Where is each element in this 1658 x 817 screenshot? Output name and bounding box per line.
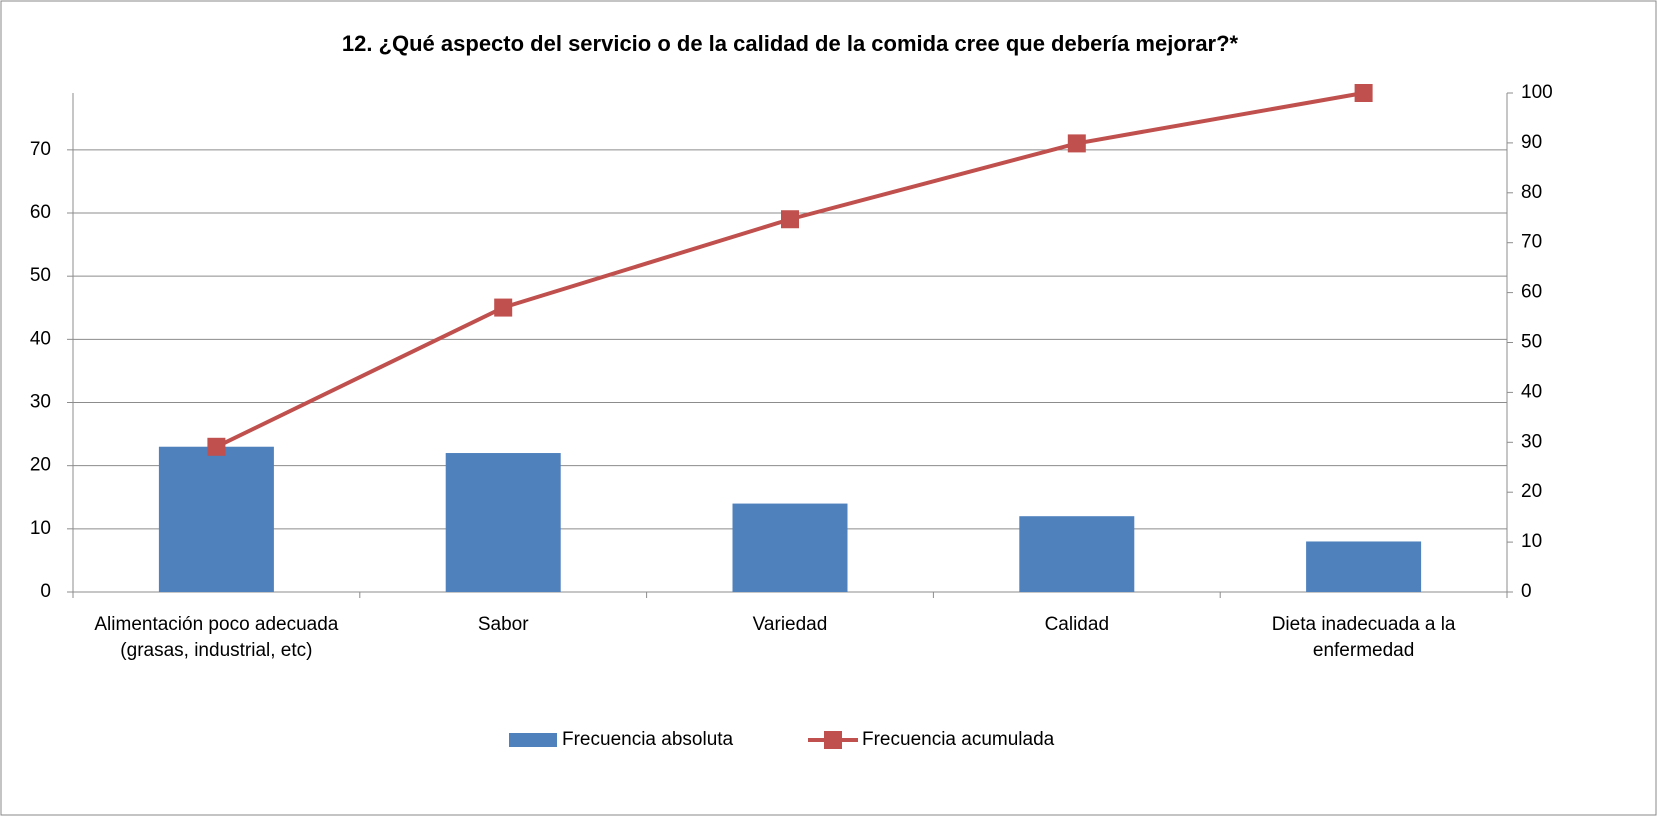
legend-label: Frecuencia absoluta — [562, 729, 734, 750]
y-tick-label: 20 — [30, 455, 51, 476]
y2-tick-label: 70 — [1521, 232, 1542, 253]
marker — [494, 298, 513, 317]
bar — [732, 503, 848, 592]
marker — [207, 437, 226, 456]
y-tick-label: 10 — [30, 518, 51, 539]
bar — [1019, 516, 1135, 592]
legend-swatch — [509, 733, 557, 747]
chart-title: 12. ¿Qué aspecto del servicio o de la ca… — [342, 31, 1239, 56]
y2-tick-label: 60 — [1521, 282, 1542, 303]
y2-tick-label: 100 — [1521, 82, 1553, 103]
x-tick-label: Calidad — [1044, 614, 1110, 635]
y-tick-label: 60 — [30, 202, 51, 223]
y2-tick-label: 10 — [1521, 531, 1542, 552]
y2-tick-label: 40 — [1521, 381, 1542, 402]
y2-tick-label: 20 — [1521, 481, 1542, 502]
legend-label: Frecuencia acumulada — [862, 729, 1055, 750]
y-tick-label: 50 — [30, 265, 51, 286]
y-tick-label: 30 — [30, 392, 51, 413]
x-tick-label: Alimentación poco adecuada (grasas, indu… — [94, 614, 339, 661]
y2-tick-label: 0 — [1521, 581, 1532, 602]
y2-tick-label: 50 — [1521, 332, 1542, 353]
x-tick-label: Dieta inadecuada a la enfermedad — [1271, 614, 1456, 661]
bar — [1306, 541, 1422, 592]
marker — [1067, 134, 1086, 153]
bar — [158, 446, 274, 592]
y-tick-label: 40 — [30, 328, 51, 349]
y2-tick-label: 30 — [1521, 431, 1542, 452]
y-tick-label: 70 — [30, 139, 51, 160]
bar — [445, 453, 561, 592]
x-tick-label: Variedad — [752, 614, 828, 635]
legend-marker — [824, 731, 842, 749]
y-tick-label: 0 — [40, 581, 51, 602]
marker — [1354, 84, 1373, 102]
marker — [781, 210, 799, 229]
y2-tick-label: 80 — [1521, 182, 1542, 203]
y2-tick-label: 90 — [1521, 132, 1542, 153]
x-tick-label: Sabor — [477, 614, 529, 635]
